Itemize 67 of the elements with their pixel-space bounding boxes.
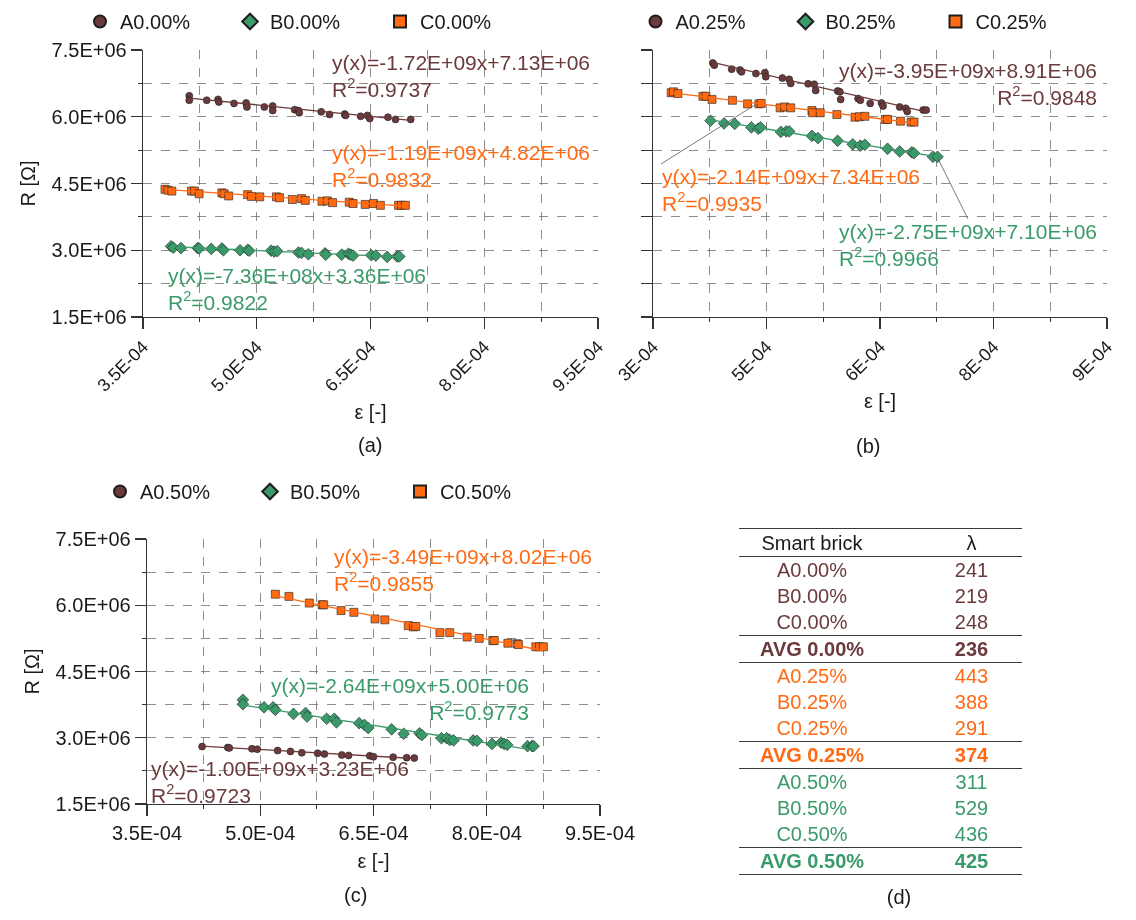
legend-label: B0.50% <box>290 481 361 504</box>
y-tick-label: 1.5E+06 <box>55 793 131 815</box>
x-tick-label: 8.0E-04 <box>451 822 522 845</box>
y-tick-label: 4.5E+06 <box>51 172 127 195</box>
data-label: 236 <box>885 635 1022 663</box>
data-label: 241 <box>953 558 990 583</box>
category-label: B0.50% <box>775 796 849 821</box>
x-tick-label: 5.0E-04 <box>225 822 296 845</box>
data-label: 443 <box>953 664 990 689</box>
category-label: A0.25% <box>775 664 849 689</box>
annotation: y(x)=-3.95E+09x+8.91E+06 R$^{2}$=0.9848 <box>839 59 1098 110</box>
y-tick-label: 1.5E+06 <box>51 306 127 328</box>
text: (c) <box>344 884 368 906</box>
category-label: C0.50% <box>775 822 849 847</box>
category-label: AVG 0.25% <box>739 741 885 769</box>
x-tick-label: 3.5E-04 <box>111 822 183 845</box>
annotation: y(x)=-1.19E+09x+4.82E+06 R$^{2}$=0.9832 <box>332 141 591 192</box>
y-axis-title: R [Ω] <box>21 648 44 695</box>
category-label: A0.50% <box>775 770 849 795</box>
legend-label: A0.25% <box>675 11 746 34</box>
annotation: y(x)=-1.72E+09x+7.13E+06 R$^{2}$=0.9737 <box>332 51 591 102</box>
category-label: B0.25% <box>775 690 849 715</box>
text: Smart brick <box>739 528 885 557</box>
data-label: 425 <box>885 847 1022 875</box>
annotation: y(x)=-3.49E+09x+8.02E+06 R$^{2}$=0.9855 <box>334 545 593 596</box>
text: λ <box>885 528 1022 557</box>
category-label: AVG 0.00% <box>739 635 885 663</box>
legend-label: B0.25% <box>825 11 896 34</box>
y-tick-label: 4.5E+06 <box>55 660 131 683</box>
y-tick-label: 7.5E+06 <box>51 39 127 61</box>
data-label: 219 <box>953 584 990 609</box>
category-label: AVG 0.50% <box>739 847 885 875</box>
data-label: 388 <box>953 690 990 715</box>
y-tick-label: 6.0E+06 <box>55 594 131 617</box>
legend-label: B0.00% <box>270 11 341 34</box>
x-axis-title: ε [-] <box>357 849 390 872</box>
annotation: y(x)=-2.64E+09x+5.00E+06 R$^{2}$=0.9773 <box>271 674 530 725</box>
data-label: 248 <box>953 610 990 635</box>
y-axis-title: R [Ω] <box>17 160 40 207</box>
legend-label: C0.50% <box>440 481 512 504</box>
y-tick-label: 6.0E+06 <box>51 105 127 128</box>
text: (d) <box>886 886 912 909</box>
text: (a) <box>358 434 383 456</box>
legend-label: C0.00% <box>420 11 492 34</box>
category-label: C0.00% <box>775 610 849 635</box>
x-axis-title: ε [-] <box>354 401 387 424</box>
y-tick-label: 7.5E+06 <box>55 528 131 550</box>
y-tick-label: 3.0E+06 <box>51 239 127 262</box>
legend-label: C0.25% <box>975 11 1047 34</box>
data-label: 374 <box>885 741 1022 769</box>
y-tick-label: 3.0E+06 <box>55 726 131 749</box>
category-label: A0.00% <box>775 558 849 583</box>
annotation: y(x)=-7.36E+08x+3.36E+06 R$^{2}$=0.9822 <box>168 264 427 315</box>
text: (b) <box>856 435 881 457</box>
x-axis-title: ε [-] <box>863 390 897 413</box>
data-label: 291 <box>953 716 990 741</box>
x-tick-label: 9.5E-04 <box>564 822 636 845</box>
legend-label: A0.50% <box>140 481 211 504</box>
data-label: 311 <box>954 770 989 795</box>
legend-label: A0.00% <box>120 11 191 34</box>
annotation: y(x)=-1.00E+09x+3.23E+06 R$^{2}$=0.9723 <box>151 757 410 808</box>
annotation: y(x)=-2.14E+09x+7.34E+06 R$^{2}$=0.9935 <box>662 165 921 216</box>
data-label: 436 <box>953 822 990 847</box>
category-label: C0.25% <box>775 716 849 741</box>
x-tick-label: 6.5E-04 <box>338 822 409 845</box>
category-label: B0.00% <box>775 584 849 609</box>
data-label: 529 <box>953 796 990 821</box>
